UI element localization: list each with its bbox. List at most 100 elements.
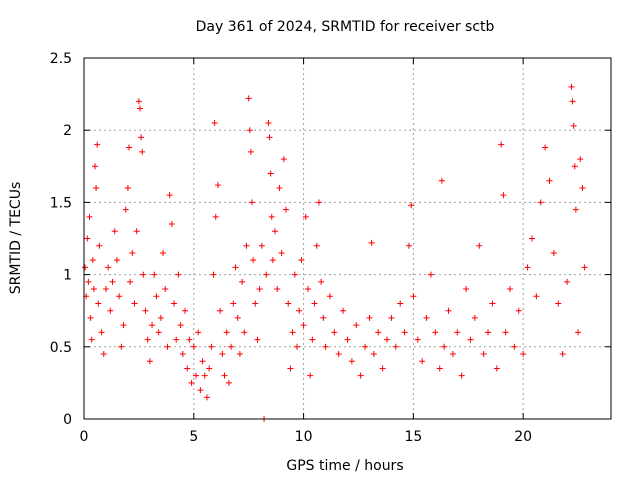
data-point bbox=[506, 286, 513, 293]
data-point bbox=[239, 278, 246, 285]
data-point bbox=[182, 307, 189, 314]
data-point bbox=[289, 329, 296, 336]
data-point bbox=[307, 372, 314, 379]
data-point bbox=[225, 379, 232, 386]
data-point bbox=[285, 300, 292, 307]
data-point bbox=[100, 351, 107, 358]
data-point bbox=[263, 271, 270, 278]
data-point bbox=[192, 372, 199, 379]
data-point bbox=[480, 351, 487, 358]
data-point bbox=[269, 257, 276, 264]
data-point bbox=[144, 336, 151, 343]
data-point bbox=[90, 286, 97, 293]
data-point bbox=[300, 322, 307, 329]
data-point bbox=[489, 300, 496, 307]
data-point bbox=[467, 336, 474, 343]
data-point bbox=[142, 307, 149, 314]
y-tick-label: 0 bbox=[63, 412, 72, 428]
data-point bbox=[293, 343, 300, 350]
data-point bbox=[405, 242, 412, 249]
data-point bbox=[160, 249, 167, 256]
data-point bbox=[230, 300, 237, 307]
data-point bbox=[111, 228, 118, 235]
data-point bbox=[571, 163, 578, 170]
data-point bbox=[168, 221, 175, 228]
data-point bbox=[197, 387, 204, 394]
y-tick-label: 2 bbox=[63, 123, 72, 139]
data-point bbox=[570, 122, 577, 129]
data-point bbox=[219, 351, 226, 358]
x-tick-label: 20 bbox=[514, 429, 532, 445]
data-point bbox=[201, 372, 208, 379]
data-point bbox=[89, 257, 96, 264]
data-point bbox=[120, 322, 127, 329]
data-point bbox=[344, 336, 351, 343]
data-point bbox=[379, 365, 386, 372]
x-tick-label: 15 bbox=[404, 429, 422, 445]
data-point bbox=[410, 293, 417, 300]
data-point bbox=[94, 141, 101, 148]
data-point bbox=[577, 156, 584, 163]
data-point bbox=[211, 119, 218, 126]
data-point bbox=[432, 329, 439, 336]
data-point bbox=[173, 336, 180, 343]
data-point bbox=[86, 213, 93, 220]
data-point bbox=[82, 264, 89, 271]
data-point bbox=[265, 119, 272, 126]
data-point bbox=[93, 184, 100, 191]
data-point bbox=[353, 322, 360, 329]
data-point bbox=[533, 293, 540, 300]
x-tick-label: 0 bbox=[80, 429, 89, 445]
data-point bbox=[135, 98, 142, 105]
data-point bbox=[177, 322, 184, 329]
data-point bbox=[280, 156, 287, 163]
x-axis-label: GPS time / hours bbox=[286, 458, 403, 474]
data-point bbox=[476, 242, 483, 249]
data-point bbox=[388, 314, 395, 321]
axis-ticks: 0 5 10 15 20 0 0.5 1 1.5 2 2.5 bbox=[50, 51, 611, 445]
data-point bbox=[397, 300, 404, 307]
data-point bbox=[331, 329, 338, 336]
data-point bbox=[248, 199, 255, 206]
data-point bbox=[124, 184, 131, 191]
data-point bbox=[203, 394, 210, 401]
data-point bbox=[370, 351, 377, 358]
data-point bbox=[579, 184, 586, 191]
data-point bbox=[559, 351, 566, 358]
data-point bbox=[85, 278, 92, 285]
data-point bbox=[357, 372, 364, 379]
data-point bbox=[188, 379, 195, 386]
data-point bbox=[384, 336, 391, 343]
data-point bbox=[268, 213, 275, 220]
data-point bbox=[126, 144, 133, 151]
data-point bbox=[140, 271, 147, 278]
data-point bbox=[340, 307, 347, 314]
data-point bbox=[88, 336, 95, 343]
data-point bbox=[419, 358, 426, 365]
data-point bbox=[581, 264, 588, 271]
data-point bbox=[392, 343, 399, 350]
data-point bbox=[133, 228, 140, 235]
data-point bbox=[245, 95, 252, 102]
data-point bbox=[232, 264, 239, 271]
data-point bbox=[436, 365, 443, 372]
data-point bbox=[318, 278, 325, 285]
data-point bbox=[95, 300, 102, 307]
data-point bbox=[138, 134, 145, 141]
data-point bbox=[326, 293, 333, 300]
data-points bbox=[82, 83, 588, 422]
data-point bbox=[287, 365, 294, 372]
data-point bbox=[564, 278, 571, 285]
data-point bbox=[184, 365, 191, 372]
data-point bbox=[296, 307, 303, 314]
data-point bbox=[256, 286, 263, 293]
data-point bbox=[569, 98, 576, 105]
data-point bbox=[171, 300, 178, 307]
data-point bbox=[105, 264, 112, 271]
data-point bbox=[96, 242, 103, 249]
data-point bbox=[362, 343, 369, 350]
data-point bbox=[537, 199, 544, 206]
data-point bbox=[309, 336, 316, 343]
data-point bbox=[107, 307, 114, 314]
